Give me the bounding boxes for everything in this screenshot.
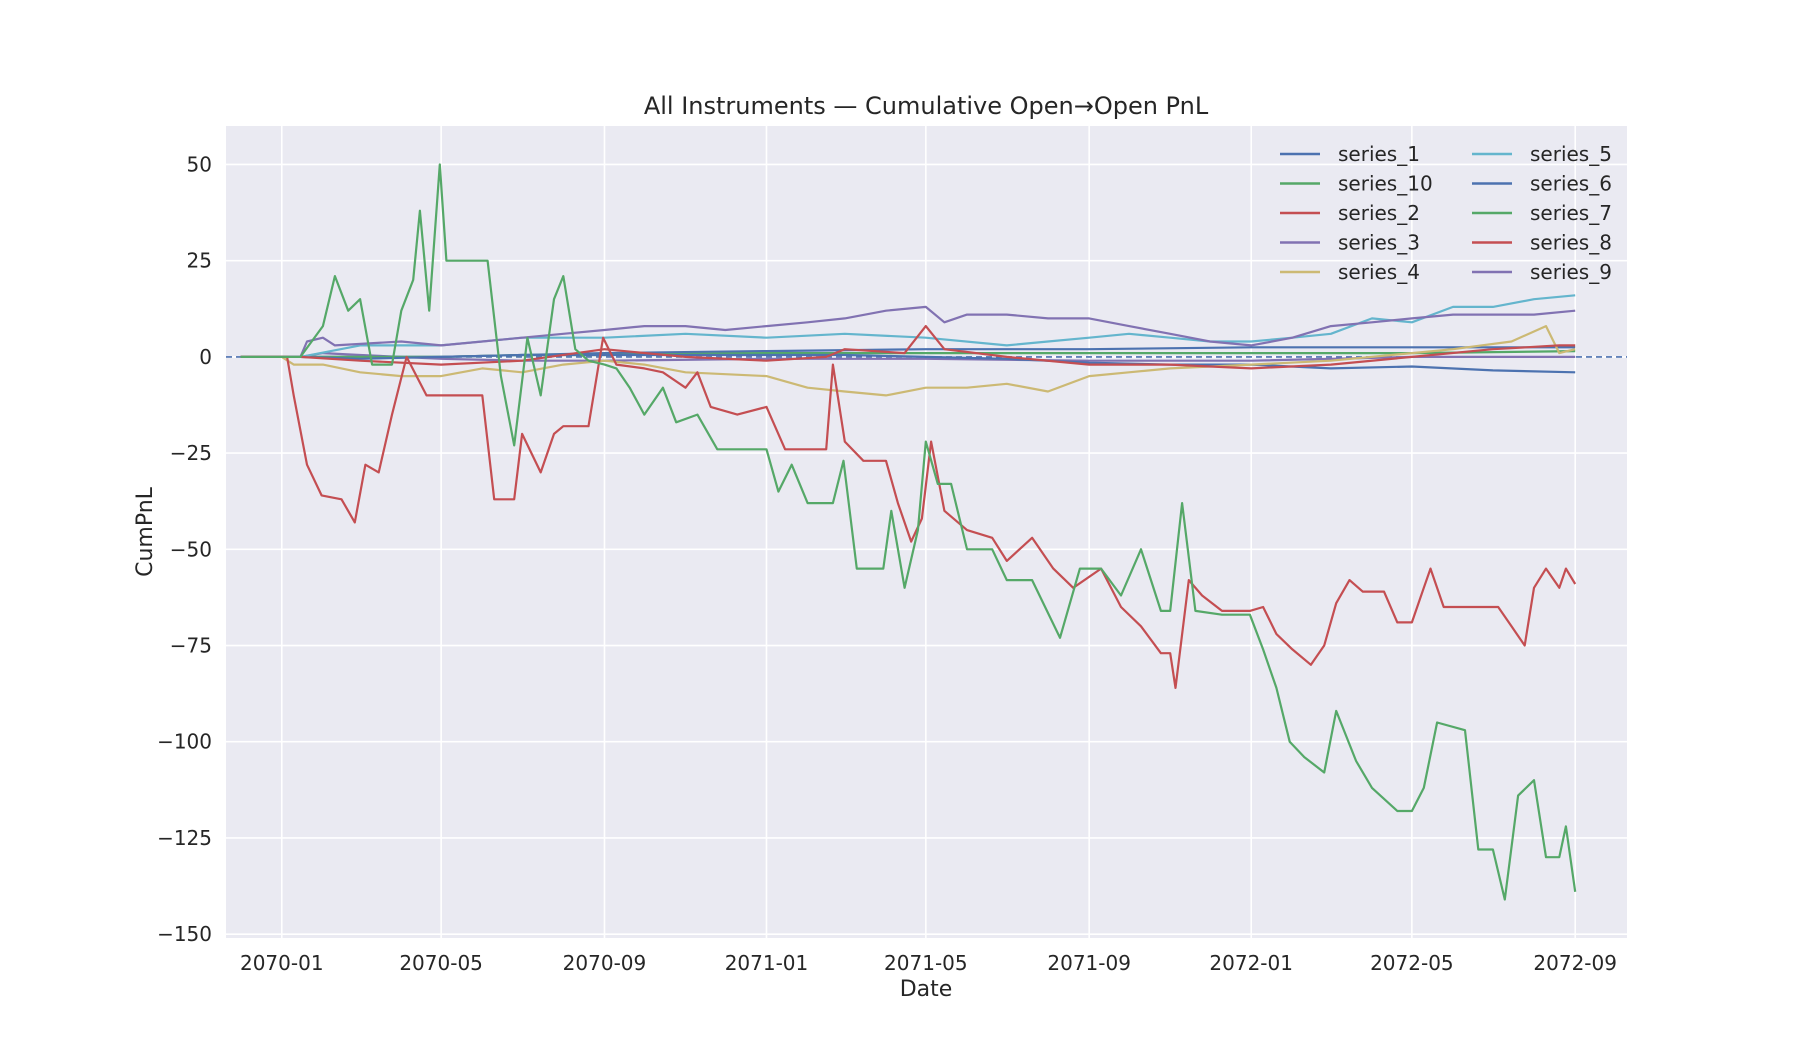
series-line-series-4	[240, 325, 1576, 397]
series-line-series-1	[240, 353, 1576, 374]
x-tick-label: 2072-01	[1209, 951, 1293, 975]
legend-label: series_4	[1338, 260, 1420, 284]
x-tick-labels: 2070-01 2070-05 2070-09 2071-01 2071-05 2071-…	[240, 951, 1617, 975]
x-tick-label: 2071-09	[1047, 951, 1131, 975]
legend-label: series_6	[1530, 172, 1612, 196]
legend-label: series_10	[1338, 172, 1433, 196]
legend-label: series_9	[1530, 260, 1612, 284]
y-tick-label: −75	[170, 634, 212, 658]
series-line-series-8	[240, 325, 1576, 370]
legend-label: series_3	[1338, 231, 1420, 255]
x-tick-label: 2071-05	[884, 951, 968, 975]
series-line-series-9	[240, 305, 1576, 358]
x-tick-label: 2070-01	[240, 951, 324, 975]
legend-label: series_8	[1530, 231, 1612, 255]
legend-label: series_2	[1338, 201, 1420, 225]
y-tick-label: −125	[157, 826, 212, 850]
legend-label: series_1	[1338, 142, 1420, 166]
y-tick-label: 0	[199, 345, 212, 369]
y-tick-label: −150	[157, 922, 212, 946]
x-tick-label: 2072-09	[1533, 951, 1617, 975]
x-tick-label: 2070-05	[399, 951, 483, 975]
y-axis-title: CumPnL	[133, 486, 158, 577]
y-tick-label: 50	[187, 152, 212, 176]
series-lines	[240, 163, 1577, 901]
legend-label: series_5	[1530, 142, 1612, 166]
grid-lines	[226, 126, 1627, 938]
y-tick-label: −100	[157, 730, 212, 754]
series-line-series-2	[240, 336, 1577, 690]
chart-title: All Instruments — Cumulative Open→Open P…	[644, 92, 1209, 120]
x-axis-title: Date	[900, 977, 953, 1002]
x-tick-label: 2070-09	[563, 951, 647, 975]
y-tick-label: 25	[187, 249, 212, 273]
y-tick-label: −25	[170, 441, 212, 465]
y-tick-label: −50	[170, 537, 212, 561]
x-tick-label: 2072-05	[1370, 951, 1454, 975]
legend-label: series_7	[1530, 201, 1612, 225]
x-tick-label: 2071-01	[725, 951, 809, 975]
y-tick-labels: 50 25 0 −25 −50 −75 −100 −125 −150	[157, 152, 212, 946]
legend: series_1 series_10 series_2 series_3 series_…	[1280, 142, 1612, 284]
series-line-series-10	[240, 163, 1577, 901]
